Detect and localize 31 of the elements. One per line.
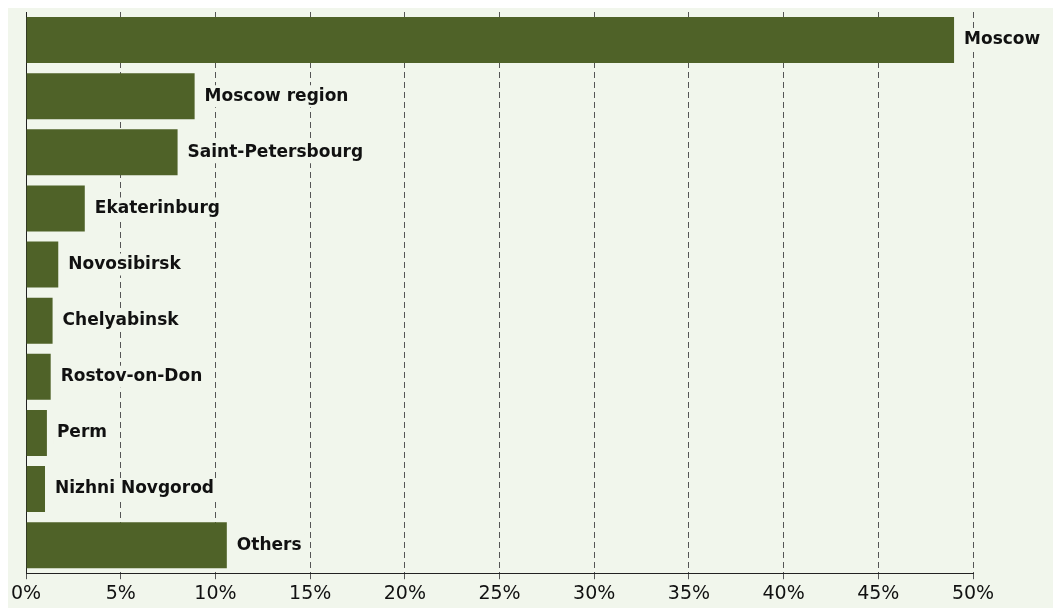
x-tick-label: 15% (289, 580, 332, 603)
x-tick-label: 30% (573, 580, 616, 603)
y-tick-label: Others (236, 533, 302, 554)
bar (26, 297, 53, 344)
x-tick-label: 45% (857, 580, 900, 603)
x-tick-label: 40% (762, 580, 805, 603)
bar (26, 409, 47, 456)
x-tick-label: 20% (383, 580, 426, 603)
y-tick-label: Ekaterinburg (94, 196, 220, 217)
y-tick-label: Nizhni Novgorod (55, 477, 214, 498)
x-tick-label: 35% (667, 580, 711, 603)
x-tick-label: 0% (10, 580, 42, 603)
x-tick-label: 50% (951, 580, 995, 603)
y-tick-label: Saint-Petersbourg (187, 140, 364, 161)
bar (26, 353, 51, 400)
y-tick-label: Novosibirsk (68, 252, 182, 273)
y-tick-label: Moscow region (204, 84, 349, 105)
x-tick-label: 10% (194, 580, 237, 603)
bar (26, 185, 85, 232)
x-tick-label: 25% (478, 580, 521, 603)
bar (26, 129, 178, 176)
bar (26, 241, 59, 288)
bar (26, 466, 46, 513)
y-tick-label: Moscow (964, 28, 1041, 49)
bar (26, 73, 195, 120)
y-tick-label: Perm (56, 421, 107, 442)
x-tick-label: 5% (105, 580, 136, 603)
y-tick-label: Chelyabinsk (62, 309, 180, 330)
bar (26, 17, 955, 64)
bar (26, 522, 227, 569)
y-tick-label: Rostov-on-Don (60, 365, 203, 386)
